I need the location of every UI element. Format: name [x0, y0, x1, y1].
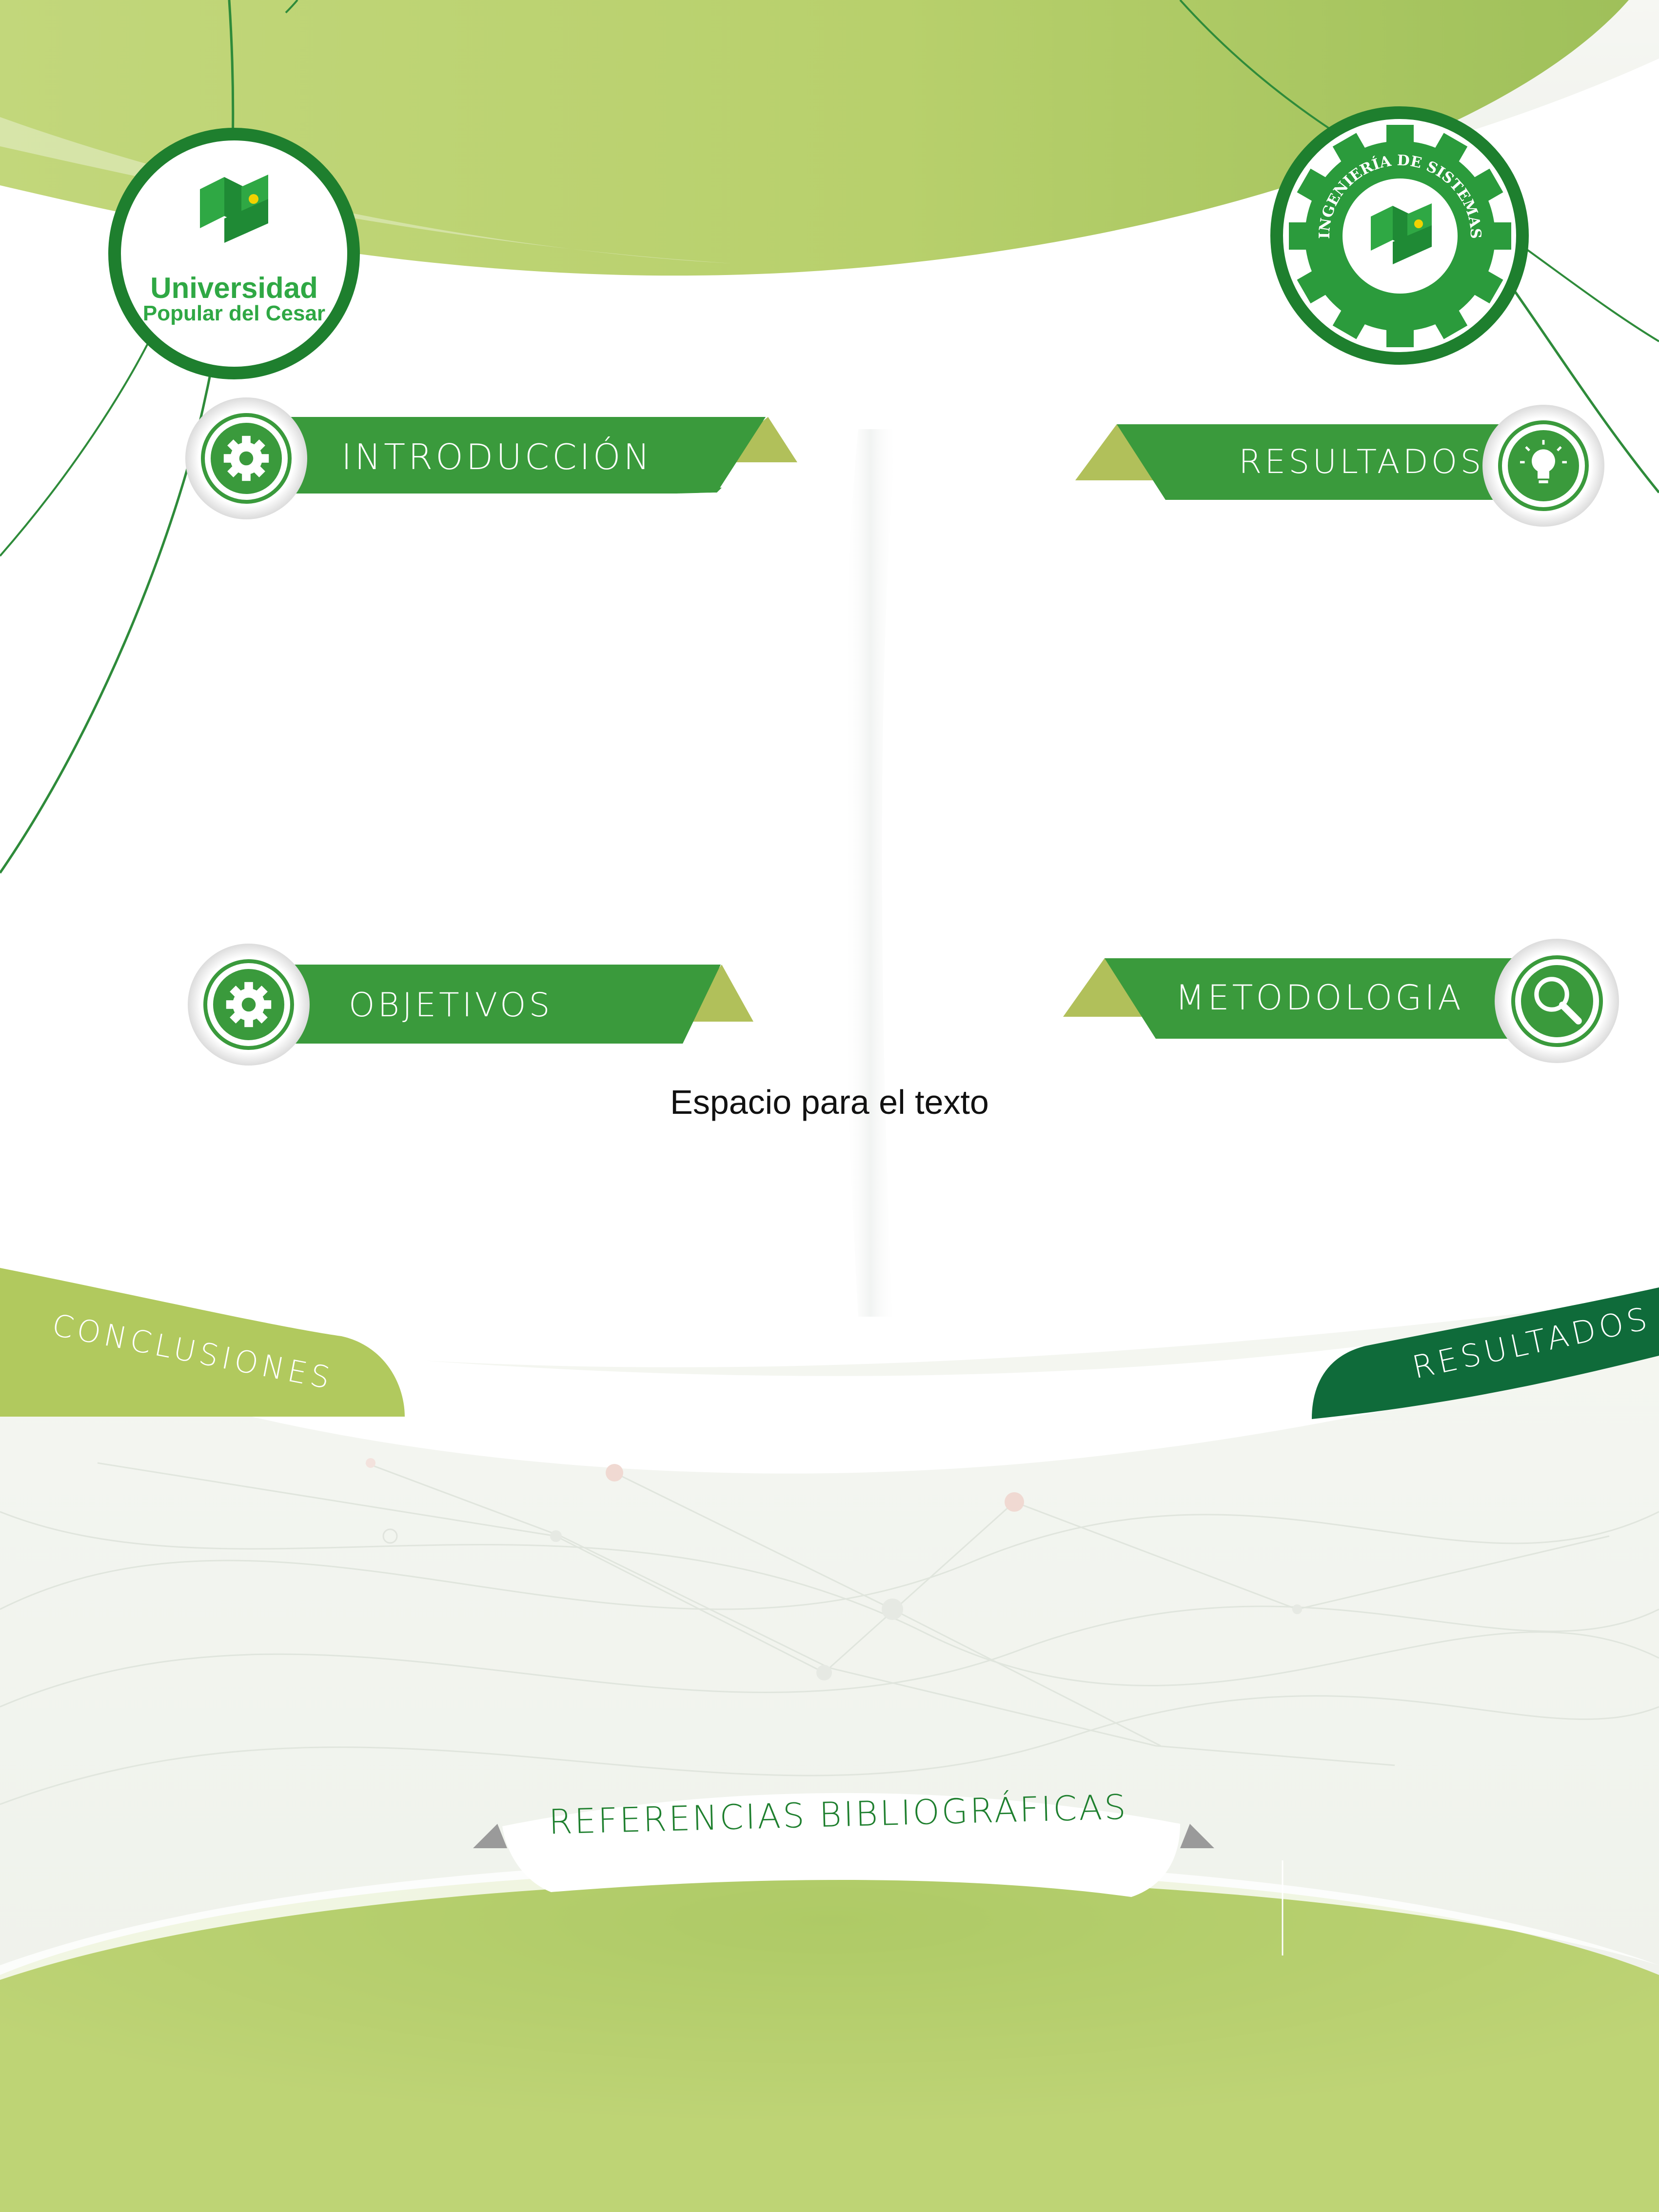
upc-logo-mark [200, 175, 268, 243]
gear-icon [226, 982, 272, 1027]
resultados-icon-disc [1482, 405, 1604, 527]
upc-name-line2: Popular del Cesar [142, 301, 326, 325]
introduccion-icon-disc [185, 397, 307, 519]
metodologia-icon-disc [1495, 939, 1619, 1063]
section-title-objetivos: OBJETIVOS [349, 986, 553, 1025]
lightbulb-icon [1520, 440, 1567, 483]
seal-gear-icon: INGENIERÍA DE SISTEMAS [1289, 125, 1511, 347]
section-title-introduccion: INTRODUCCIÓN [341, 436, 653, 477]
section-title-resultados-top: RESULTADOS [1239, 443, 1484, 481]
text-placeholder[interactable]: Espacio para el texto [670, 1083, 989, 1121]
upc-logo: Universidad Popular del Cesar [108, 128, 360, 379]
magnifier-icon [1534, 977, 1582, 1025]
objetivos-icon-disc [188, 944, 310, 1066]
ingenieria-sistemas-seal: INGENIERÍA DE SISTEMAS [1270, 106, 1529, 365]
gear-icon [223, 435, 269, 481]
section-title-metodologia: METODOLOGIA [1175, 978, 1464, 1018]
upc-name-line1: Universidad [150, 272, 318, 304]
